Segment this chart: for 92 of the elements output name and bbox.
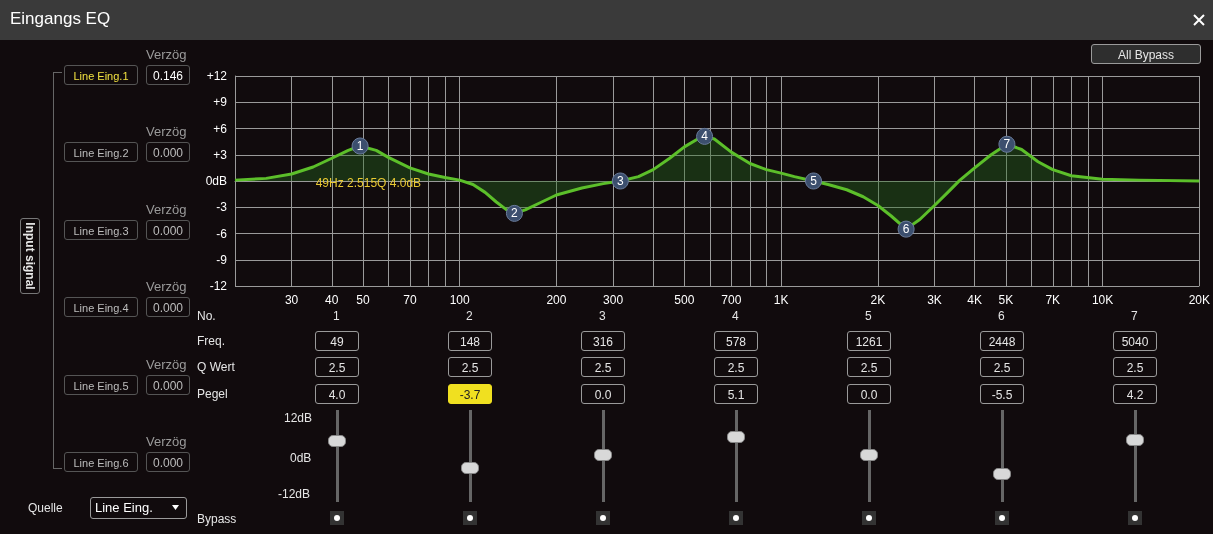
text: 0.000 [146, 219, 190, 240]
text: Input signal [23, 222, 37, 290]
annotation: 3 [616, 174, 624, 188]
text: Line Eing.2 [64, 142, 138, 163]
y-tick-label: -3 [216, 200, 228, 215]
text: 2.5 [581, 357, 625, 377]
text: Freq. [197, 334, 226, 348]
annotation: 5 [810, 174, 818, 188]
y-tick-label: +3 [213, 147, 228, 162]
text: 5.1 [714, 384, 758, 404]
text: Eingangs EQ [10, 9, 111, 29]
text: 6 [998, 309, 1005, 323]
y-tick-label: -9 [216, 252, 228, 267]
annotation: 4 [701, 129, 709, 144]
annotation: 1 [356, 139, 364, 153]
text: Bypass [197, 512, 237, 526]
x-tick-label: 2K [870, 293, 886, 307]
text: 578 [714, 331, 758, 351]
text: 148 [448, 331, 492, 351]
text: No. [197, 309, 216, 323]
x-tick-label: 100 [449, 293, 471, 307]
text: 2.5 [1113, 357, 1157, 377]
text: 2 [466, 309, 473, 323]
x-tick-label: 20K [1188, 293, 1210, 307]
text: Quelle [28, 501, 63, 515]
text: -12dB [278, 487, 311, 501]
x-tick-label: 300 [603, 293, 624, 307]
y-tick-label: +9 [213, 95, 228, 110]
annotation: 2 [511, 206, 519, 221]
text: 316 [581, 331, 625, 351]
text: Verzög [146, 356, 187, 372]
text: All Bypass [1091, 44, 1201, 64]
text: Verzög [146, 47, 187, 62]
text: Line Eing.5 [64, 374, 138, 395]
text: 2.5 [714, 357, 758, 377]
text: Verzög [146, 201, 187, 217]
text: Line Eing.3 [64, 219, 138, 240]
text: 2.5 [315, 357, 359, 377]
text: 0dB [290, 451, 312, 465]
text: -5.5 [980, 384, 1024, 404]
text: 0.146 [146, 65, 190, 85]
text: Pegel [197, 387, 228, 401]
text: 0.000 [146, 374, 190, 395]
text: Verzög [146, 434, 187, 449]
text: 4 [732, 309, 739, 323]
text: Verzög [146, 124, 187, 140]
text: Line Eing.4 [64, 297, 138, 318]
text: 2448 [980, 331, 1024, 351]
y-tick-label: -12 [209, 279, 228, 293]
text: 4.2 [1113, 384, 1157, 404]
x-tick-label: 3K [927, 293, 942, 307]
text: Line Eing.6 [64, 452, 138, 472]
text: 0.000 [146, 142, 190, 163]
x-tick-label: 1K [773, 293, 789, 307]
x-tick-label: 4K [967, 293, 982, 307]
text: 1 [333, 309, 340, 323]
text: 0.0 [847, 384, 891, 404]
y-tick-label: +12 [206, 69, 228, 83]
text: Line Eing. [90, 497, 187, 519]
text: Verzög [146, 279, 187, 295]
y-tick-label: 0dB [205, 174, 227, 188]
text: 4.0 [315, 384, 359, 404]
text: 12dB [284, 411, 313, 425]
x-tick-label: 40 [325, 293, 339, 307]
x-tick-label: 700 [721, 293, 742, 307]
text: 0.000 [146, 297, 190, 318]
text: 7 [1131, 309, 1138, 323]
text: 2.5 [847, 357, 891, 377]
x-tick-label: 5K [998, 293, 1014, 307]
text: 5040 [1113, 331, 1157, 351]
text: 0.0 [581, 384, 625, 404]
text: Q Wert [197, 360, 235, 374]
x-tick-label: 200 [546, 293, 567, 307]
x-tick-label: 50 [356, 293, 370, 307]
text: 2.5 [980, 357, 1024, 377]
annotation: 6 [902, 222, 910, 237]
x-tick-label: 30 [284, 293, 299, 307]
y-tick-label: -6 [216, 226, 228, 241]
x-tick-label: 500 [674, 293, 695, 307]
text: Line Eing.1 [64, 65, 138, 85]
annotation: 7 [1003, 137, 1011, 152]
x-tick-label: 7K [1045, 293, 1061, 307]
x-tick-label: 10K [1091, 293, 1114, 307]
text: 2.5 [448, 357, 492, 377]
text: -3.7 [448, 384, 492, 404]
text: 1261 [847, 331, 891, 351]
text: 49 [315, 331, 359, 351]
text: 3 [599, 309, 606, 323]
text: 0.000 [146, 452, 190, 472]
x-tick-label: 70 [403, 293, 417, 307]
y-tick-label: +6 [213, 121, 228, 136]
text: 5 [865, 309, 872, 323]
